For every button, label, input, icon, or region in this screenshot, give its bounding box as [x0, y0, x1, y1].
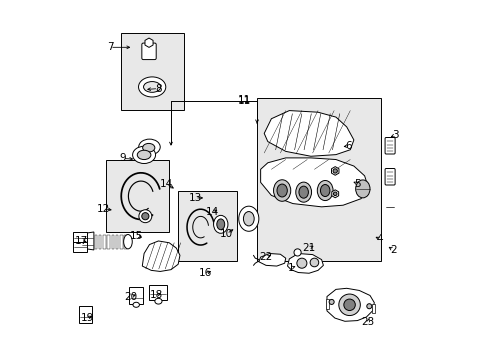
- Ellipse shape: [243, 212, 254, 226]
- Ellipse shape: [142, 213, 149, 220]
- Ellipse shape: [295, 182, 311, 202]
- Text: 14: 14: [205, 207, 219, 217]
- Text: 6: 6: [345, 141, 351, 151]
- Bar: [73, 232, 87, 244]
- Text: 3: 3: [391, 130, 398, 140]
- Bar: [178, 191, 237, 261]
- Text: 15: 15: [130, 231, 143, 240]
- Bar: [325, 299, 328, 309]
- Bar: [107, 234, 110, 249]
- Ellipse shape: [328, 300, 333, 305]
- Text: 4: 4: [376, 234, 383, 244]
- Ellipse shape: [139, 139, 160, 155]
- Ellipse shape: [132, 146, 155, 163]
- FancyBboxPatch shape: [384, 168, 394, 185]
- Ellipse shape: [343, 299, 355, 311]
- Ellipse shape: [155, 298, 162, 304]
- Ellipse shape: [137, 150, 151, 159]
- Ellipse shape: [216, 219, 224, 230]
- Polygon shape: [326, 288, 373, 321]
- Text: 20: 20: [124, 292, 137, 302]
- Ellipse shape: [338, 294, 360, 316]
- Ellipse shape: [142, 143, 155, 152]
- Text: 22: 22: [259, 252, 272, 262]
- Bar: [129, 287, 143, 304]
- Polygon shape: [260, 158, 367, 207]
- Ellipse shape: [213, 215, 227, 233]
- Ellipse shape: [298, 186, 308, 198]
- Bar: [79, 306, 92, 323]
- Text: 12: 12: [97, 204, 110, 214]
- Polygon shape: [264, 111, 353, 156]
- Polygon shape: [287, 253, 323, 273]
- Text: 9: 9: [119, 153, 125, 163]
- Bar: [111, 234, 114, 249]
- Text: 10: 10: [220, 229, 233, 239]
- FancyBboxPatch shape: [384, 138, 394, 154]
- Ellipse shape: [143, 82, 161, 92]
- Bar: [149, 285, 166, 300]
- Polygon shape: [258, 253, 285, 266]
- Ellipse shape: [139, 210, 151, 223]
- Text: 23: 23: [361, 317, 374, 327]
- Text: 18: 18: [150, 290, 163, 300]
- Ellipse shape: [296, 258, 306, 268]
- Text: 13: 13: [188, 193, 201, 203]
- Ellipse shape: [332, 169, 337, 173]
- Polygon shape: [81, 232, 94, 250]
- Ellipse shape: [333, 192, 336, 195]
- Text: 5: 5: [353, 179, 360, 189]
- Ellipse shape: [273, 180, 290, 201]
- Ellipse shape: [238, 206, 258, 231]
- Ellipse shape: [138, 77, 165, 97]
- Bar: [106, 160, 169, 232]
- Polygon shape: [142, 241, 180, 271]
- Bar: [116, 234, 118, 249]
- Bar: [120, 234, 122, 249]
- Bar: [257, 98, 380, 261]
- Text: 11: 11: [237, 95, 251, 105]
- Text: 17: 17: [75, 236, 88, 246]
- Text: 14: 14: [160, 179, 173, 189]
- Ellipse shape: [293, 249, 301, 256]
- FancyBboxPatch shape: [142, 43, 156, 59]
- Ellipse shape: [276, 184, 287, 197]
- Ellipse shape: [366, 304, 371, 309]
- Bar: [371, 304, 375, 313]
- Text: 16: 16: [198, 268, 211, 278]
- Text: 19: 19: [81, 313, 94, 323]
- Bar: [94, 234, 97, 249]
- Ellipse shape: [317, 180, 332, 201]
- Ellipse shape: [133, 302, 139, 307]
- Ellipse shape: [355, 180, 369, 198]
- Bar: [121, 33, 183, 110]
- Text: 1: 1: [287, 263, 294, 273]
- Text: 21: 21: [302, 243, 315, 253]
- Ellipse shape: [309, 258, 318, 267]
- Bar: [103, 234, 105, 249]
- Ellipse shape: [320, 185, 329, 197]
- Ellipse shape: [123, 234, 132, 249]
- Text: 8: 8: [155, 84, 162, 94]
- Text: 11: 11: [237, 96, 251, 106]
- Bar: [99, 234, 101, 249]
- Text: 7: 7: [106, 42, 113, 52]
- Text: 2: 2: [389, 245, 396, 255]
- Bar: [124, 234, 126, 249]
- Bar: [73, 242, 87, 252]
